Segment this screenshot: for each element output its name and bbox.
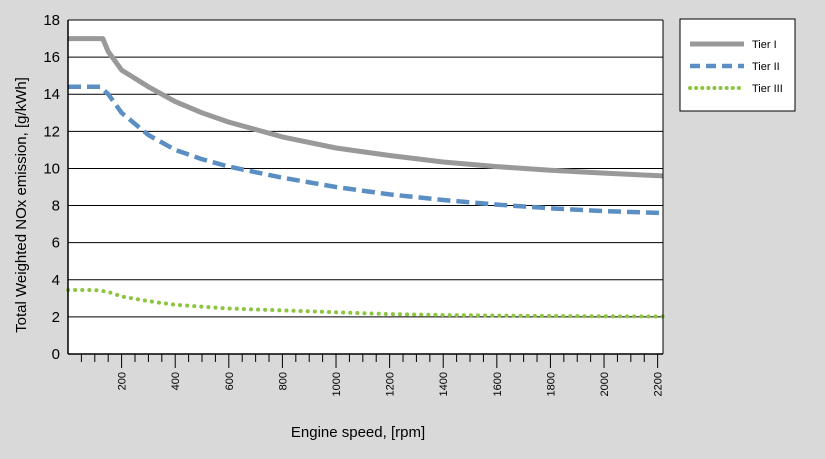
legend-items: Tier I Tier II Tier III [688,39,783,95]
y-tick-label: 10 [43,160,60,177]
axes [67,20,664,368]
grid-lines [68,19,663,318]
y-tick-label: 6 [52,235,60,252]
x-tick-label: 2000 [599,372,611,396]
legend-label: Tier I [752,39,777,51]
series-layer [66,36,665,319]
x-tick-label: 1000 [331,372,343,396]
x-tick-label: 1600 [492,372,504,396]
series-line-2 [68,84,664,216]
legend: Tier I Tier II Tier III [679,18,796,112]
x-tick-label: 200 [117,372,129,390]
y-tick-label: 4 [52,272,60,289]
y-tick-label: 0 [52,346,60,363]
x-tick-label: 800 [277,372,289,390]
y-tick-label: 18 [43,12,60,29]
legend-label: Tier III [752,83,783,95]
x-tick-label: 600 [224,372,236,390]
y-axis-title: Total Weighted NOx emission, [g/kWh] [13,77,30,333]
y-tick-label: 12 [43,123,60,140]
legend-label: Tier II [752,61,780,73]
y-tick-label: 8 [52,198,60,215]
x-tick-label: 1200 [385,372,397,396]
series-line-3 [66,288,665,319]
x-tick-labels: 200 400 600 800 1000 1200 1400 1600 1800 2000 2200 [117,372,665,396]
plot-area [68,20,663,354]
x-tick-label: 1400 [438,372,450,396]
y-tick-label: 14 [43,86,60,103]
y-tick-label: 2 [52,309,60,326]
x-tick-label: 1800 [545,372,557,396]
y-tick-label: 16 [43,49,60,66]
x-axis-title: Engine speed, [rpm] [291,424,425,441]
y-tick-labels: 0 2 4 6 8 10 12 14 16 18 [43,12,60,363]
x-tick-label: 2200 [653,372,665,396]
x-tick-label: 400 [170,372,182,390]
series-line-1 [68,36,664,179]
